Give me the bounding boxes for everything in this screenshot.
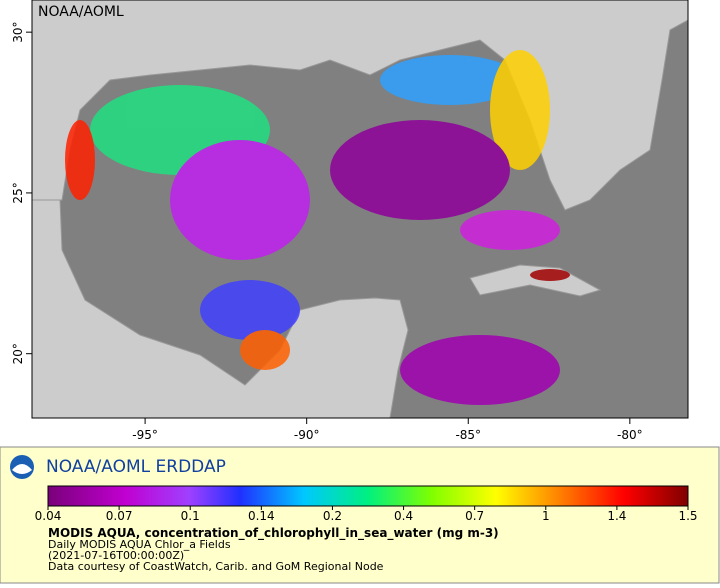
x-tick-label: -90° <box>294 428 320 442</box>
chlorophyll-layer <box>65 50 570 405</box>
colorbar-ticks: 0.04 0.07 0.1 0.14 0.2 0.4 0.7 1 1.4 1.5 <box>35 506 698 523</box>
colorbar-tick-label: 0.7 <box>465 509 484 523</box>
y-tick-label: 30° <box>11 22 25 43</box>
corner-label: NOAA/AOML <box>38 4 124 20</box>
chlorophyll-patch <box>400 335 560 405</box>
x-tick-label: -85° <box>455 428 481 442</box>
map-frame <box>31 0 689 419</box>
y-tick-label: 20° <box>11 343 25 364</box>
footer-line: (2021-07-16T00:00:00Z) <box>48 549 184 562</box>
y-tick-label: 25° <box>11 182 25 203</box>
x-tick-label: -95° <box>132 428 158 442</box>
footer-line: Daily MODIS AQUA Chlor_a Fields <box>48 538 231 551</box>
brand: NOAA/AOML ERDDAP <box>46 457 226 477</box>
colorbar <box>47 485 689 507</box>
chlorophyll-patch <box>200 280 300 340</box>
chlorophyll-patch <box>460 210 560 250</box>
colorbar-tick-label: 0.07 <box>106 509 133 523</box>
colorbar-tick-label: 1.5 <box>678 509 697 523</box>
colorbar-tick-label: 0.04 <box>35 509 62 523</box>
footer <box>0 446 720 584</box>
colorbar-tick-label: 1 <box>542 509 550 523</box>
chlorophyll-patch <box>380 55 520 105</box>
chlorophyll-patch <box>530 269 570 281</box>
axes: -95° -90° -85° -80° 30° 25° 20° <box>11 22 643 442</box>
colorbar-tick-label: 0.4 <box>394 509 413 523</box>
colorbar-tick-label: 1.4 <box>607 509 626 523</box>
chlorophyll-patch <box>65 120 95 200</box>
chlorophyll-patch <box>170 140 310 260</box>
chlorophyll-patch <box>240 330 290 370</box>
x-tick-label: -80° <box>617 428 643 442</box>
colorbar-tick-label: 0.2 <box>323 509 342 523</box>
chlorophyll-patch <box>330 120 510 220</box>
map <box>32 0 688 418</box>
footer-title: MODIS AQUA, concentration_of_chlorophyll… <box>48 526 499 541</box>
colorbar-tick-label: 0.14 <box>248 509 275 523</box>
footer-line: Data courtesy of CoastWatch, Carib. and … <box>48 560 384 573</box>
colorbar-tick-label: 0.1 <box>181 509 200 523</box>
noaa-logo-bird <box>12 464 32 474</box>
chlorophyll-patch <box>490 50 550 170</box>
